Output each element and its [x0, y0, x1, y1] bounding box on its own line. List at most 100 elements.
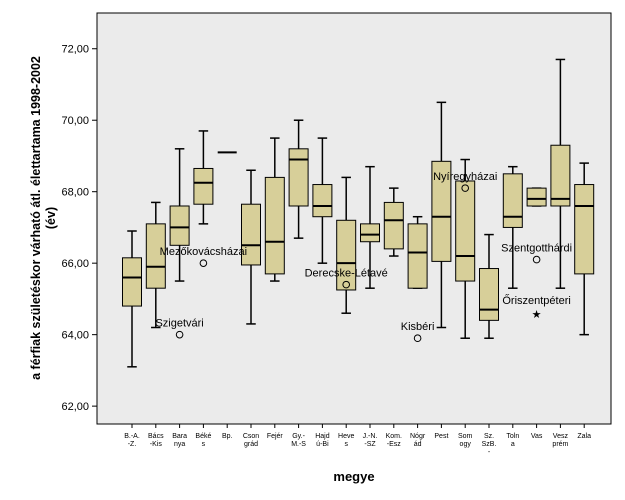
x-axis-title: megye	[333, 469, 374, 484]
outliers: Mezőkovácsházai Szigetvári Derecske-Létavé…	[155, 171, 572, 343]
x-tick-label-line: -Kis	[150, 441, 163, 448]
y-axis: 62,00 64,00 66,00 68,00 70,00 72,00	[61, 44, 97, 413]
x-tick-label-line: Kom.	[386, 433, 402, 440]
box	[383, 201, 404, 250]
box-group	[145, 201, 166, 329]
box	[336, 219, 357, 291]
box	[526, 187, 547, 207]
outlier-circle-marker	[532, 255, 541, 264]
x-tick-label: Kom. -Esz	[386, 433, 402, 448]
x-tick-label: B.-A. -Z.	[124, 433, 140, 448]
box-group	[360, 165, 380, 289]
x-tick-label-line: Hajd	[315, 433, 330, 440]
box	[169, 205, 190, 246]
x-tick-label-line: Cson	[243, 433, 259, 440]
box-group	[431, 101, 452, 329]
box	[288, 148, 309, 207]
x-tick-label-line: s	[202, 441, 206, 448]
outlier-label: Szigetvári	[155, 318, 203, 330]
outlier-circle-marker	[175, 330, 184, 339]
x-tick-label-line: ogy	[460, 441, 472, 448]
boxes	[122, 58, 595, 368]
box	[431, 160, 452, 262]
outlier-circle-marker	[199, 259, 208, 267]
x-tick-label-line: -Esz	[387, 441, 402, 448]
box	[502, 173, 523, 228]
outlier: Nyíregyházai	[433, 171, 497, 192]
outlier-circle-marker	[461, 184, 470, 192]
box-group	[122, 230, 142, 368]
box-group	[193, 130, 214, 225]
outlier-circle-marker	[413, 334, 422, 343]
x-tick-label-line: Vesz	[553, 433, 569, 440]
x-tick-label-line: Som	[458, 433, 473, 440]
x-tick-label-line: M.-S	[291, 441, 306, 448]
x-tick-label: Sz. SzB. -	[482, 433, 497, 456]
box	[122, 257, 142, 307]
x-tick-label: Hajd ú-Bi	[315, 433, 330, 448]
box	[360, 223, 380, 243]
box-group	[383, 187, 404, 257]
x-tick-label-line: Pest	[434, 433, 448, 440]
x-tick-label: Heve s	[338, 433, 354, 448]
box	[407, 223, 428, 289]
outlier: Kisbéri	[401, 321, 435, 343]
y-tick-label: 64,00	[61, 330, 89, 342]
outlier: ★ Őriszentpéteri	[502, 293, 570, 321]
box	[145, 223, 166, 289]
x-tick-label: Bp.	[222, 433, 233, 440]
x-tick-label-line: SzB.	[482, 441, 497, 448]
x-tick-label-line: Zala	[577, 433, 591, 440]
box-group	[550, 58, 571, 289]
y-tick-label: 72,00	[61, 44, 89, 56]
x-tick-label-line: ád	[414, 441, 422, 448]
x-tick-label-line: Nógr	[410, 433, 426, 440]
x-tick-label-line: Béké	[195, 433, 211, 440]
box-group	[241, 169, 261, 325]
x-tick-label-line: Toln	[506, 433, 519, 440]
y-axis-title-line-1: a férfiak születéskor várható átl. élett…	[29, 56, 43, 380]
box-group	[288, 119, 309, 239]
x-tick-label-line: Heve	[338, 433, 354, 440]
box	[193, 167, 214, 205]
x-tick-label-line: a	[511, 441, 515, 448]
box-group	[526, 187, 547, 207]
x-tick-label: Vesz prém	[552, 433, 568, 448]
box	[312, 184, 333, 218]
y-axis-title-line-2: (év)	[44, 207, 58, 229]
box	[264, 176, 285, 275]
y-tick-label: 66,00	[61, 258, 89, 270]
box-group	[336, 176, 357, 314]
box-group	[312, 137, 333, 264]
x-tick-label: Béké s	[195, 433, 211, 448]
outlier-star-marker: ★	[532, 309, 542, 321]
outlier-label: Derecske-Létavé	[305, 268, 388, 280]
outlier-circle-marker	[342, 280, 351, 289]
outlier-label: Őriszentpéteri	[502, 293, 570, 307]
x-tick-label: Bács -Kis	[148, 433, 164, 448]
box	[241, 203, 261, 266]
box-group	[169, 148, 190, 282]
outlier-label: Kisbéri	[401, 321, 435, 333]
x-tick-label: Bara nya	[172, 433, 187, 448]
x-tick-label-line: Fejér	[267, 433, 284, 440]
box-group	[264, 137, 285, 282]
outlier: Szentgotthárdi	[501, 243, 572, 264]
y-tick-label: 70,00	[61, 115, 89, 127]
y-axis-title: a férfiak születéskor várható átl. élett…	[29, 56, 58, 380]
x-tick-label-line: -SZ	[364, 441, 376, 448]
x-tick-label-line: Vas	[531, 433, 543, 440]
box	[479, 268, 499, 321]
box-group	[479, 233, 499, 339]
x-tick-label-line: Sz.	[484, 433, 494, 440]
outlier-label: Szentgotthárdi	[501, 243, 572, 255]
x-tick-label-line: -	[488, 449, 491, 456]
x-tick-label-line: -Z.	[128, 441, 137, 448]
box-group	[407, 215, 428, 289]
x-tick-label-line: Bács	[148, 433, 164, 440]
x-tick-label-line: B.-A.	[124, 433, 140, 440]
box	[574, 184, 595, 275]
x-tick-label-line: J.-N.	[363, 433, 378, 440]
